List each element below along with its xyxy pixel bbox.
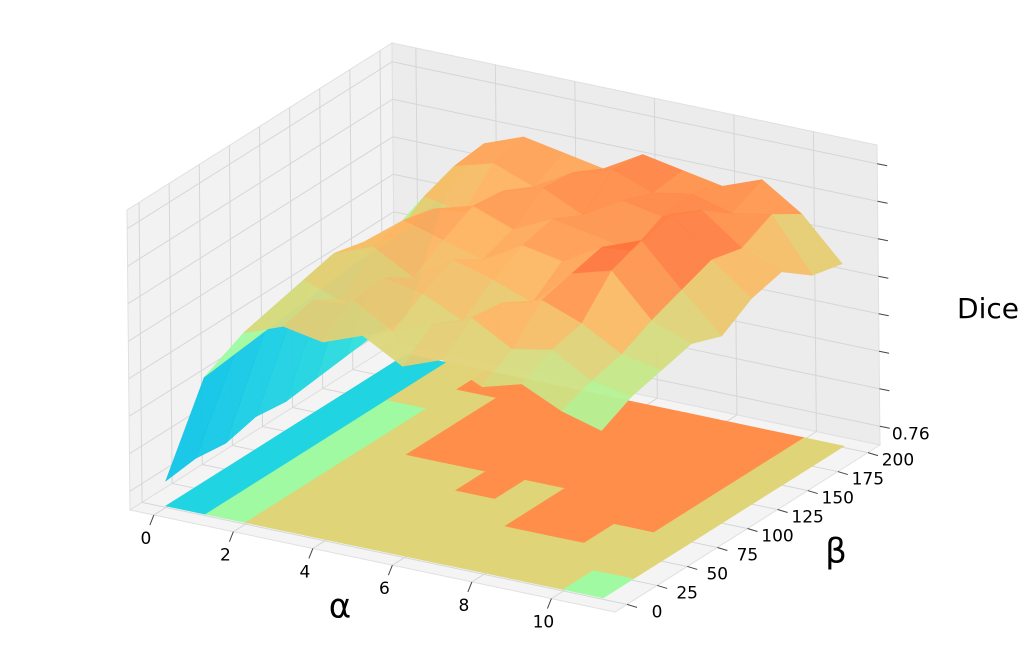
x-tick-label: 4: [299, 562, 310, 582]
x-tick: [546, 598, 552, 609]
y-tick-label: 125: [791, 508, 823, 528]
y-tick: [626, 603, 638, 608]
x-tick-label: 8: [458, 596, 469, 616]
z-tick: [879, 388, 890, 392]
grid-line: [126, 61, 393, 230]
x-tick: [228, 531, 234, 542]
y-tick-label: 50: [706, 564, 728, 584]
grid-line: [812, 131, 817, 432]
grid-line: [127, 98, 393, 267]
grid-line: [392, 61, 878, 165]
z-tick: [877, 200, 888, 204]
grid-line: [138, 202, 143, 503]
grid-line: [127, 136, 394, 305]
z-tick: [878, 350, 890, 354]
grid-line: [128, 173, 394, 342]
grid-line: [168, 183, 173, 484]
z-tick: [878, 275, 889, 279]
y-tick-label: 100: [761, 527, 793, 547]
x-tick: [149, 514, 155, 526]
y-tick-label: 150: [822, 489, 854, 509]
y-tick: [657, 584, 668, 589]
grid-line: [392, 98, 878, 202]
y-tick-label: 25: [676, 583, 698, 603]
x-tick: [308, 548, 314, 559]
y-tick: [747, 528, 758, 532]
y-tick-label: 0: [652, 602, 663, 622]
x-axis-label: α: [329, 587, 351, 627]
z-tick: [879, 425, 890, 429]
y-tick: [807, 490, 818, 495]
x-tick-label: 10: [533, 613, 555, 633]
surface-cell: [561, 380, 632, 431]
y-tick: [837, 471, 848, 476]
y-tick: [687, 565, 698, 570]
y-tick: [777, 509, 788, 514]
y-tick: [717, 546, 728, 551]
z-axis-label: Dice: [957, 292, 1019, 325]
y-tick-label: 75: [737, 545, 759, 565]
z-tick: [877, 238, 889, 242]
z-tick-label: 0.76: [892, 424, 930, 444]
x-tick-label: 0: [140, 529, 151, 549]
z-tick: [877, 163, 888, 167]
y-tick-label: 200: [882, 451, 914, 471]
x-tick-label: 6: [379, 579, 390, 599]
z-tick: [878, 313, 889, 317]
y-tick-label: 175: [852, 470, 884, 490]
contour-cell: [562, 570, 635, 599]
x-tick: [467, 581, 473, 593]
y-axis-label: β: [825, 532, 847, 572]
grid-line: [141, 501, 628, 605]
x-tick: [387, 564, 393, 576]
x-tick-label: 2: [220, 546, 231, 566]
grid-line: [128, 211, 394, 380]
y-tick: [867, 452, 879, 457]
